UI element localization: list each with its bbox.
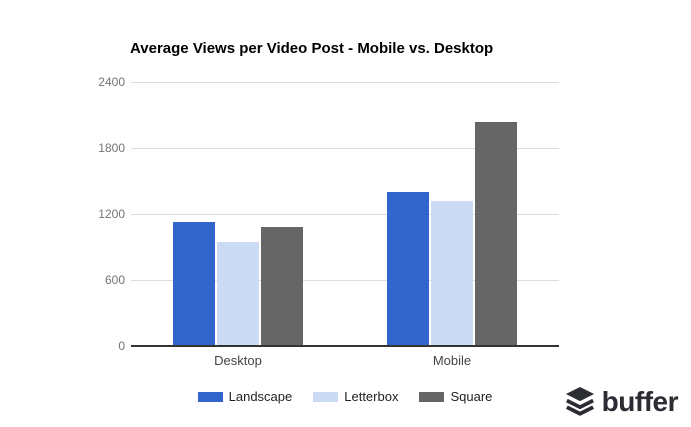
legend-swatch-letterbox (313, 391, 339, 402)
legend: Landscape Letterbox Square (131, 389, 559, 404)
legend-swatch-square (419, 391, 445, 402)
legend-label-square: Square (450, 389, 493, 404)
gridline-1200 (131, 214, 559, 215)
bar-mobile-landscape (387, 192, 429, 346)
bar-mobile-letterbox (431, 200, 473, 346)
bar-desktop-letterbox (217, 241, 259, 346)
y-tick-label-1800: 1800 (98, 141, 125, 155)
x-axis-label-desktop: Desktop (214, 353, 262, 368)
bar-groups (131, 82, 559, 346)
chart-title: Average Views per Video Post - Mobile vs… (130, 40, 494, 57)
y-tick-label-600: 600 (104, 273, 125, 287)
buffer-stack-icon (565, 386, 595, 418)
x-axis-labels: Desktop Mobile (131, 353, 559, 368)
gridline-2400 (131, 82, 559, 83)
bar-desktop-square (261, 227, 303, 346)
gridline-600 (131, 280, 559, 281)
x-axis-label-mobile: Mobile (432, 353, 472, 368)
gridline-1800 (131, 148, 559, 149)
legend-item-letterbox: Letterbox (313, 389, 398, 404)
legend-item-square: Square (419, 389, 492, 404)
y-tick-label-2400: 2400 (98, 75, 125, 89)
plot-area (131, 82, 559, 347)
x-axis-line (131, 345, 559, 347)
legend-label-landscape: Landscape (228, 389, 293, 404)
y-tick-label-1200: 1200 (98, 207, 125, 221)
y-tick-label-0: 0 (118, 339, 125, 353)
bar-group-mobile (345, 82, 559, 346)
bar-mobile-square (475, 121, 517, 346)
bar-desktop-landscape (173, 221, 215, 346)
buffer-logo: buffer (565, 385, 679, 419)
legend-item-landscape: Landscape (197, 389, 293, 404)
bar-group-desktop (131, 82, 345, 346)
buffer-wordmark: buffer (601, 386, 679, 417)
legend-swatch-landscape (197, 391, 223, 402)
legend-label-letterbox: Letterbox (344, 389, 399, 404)
